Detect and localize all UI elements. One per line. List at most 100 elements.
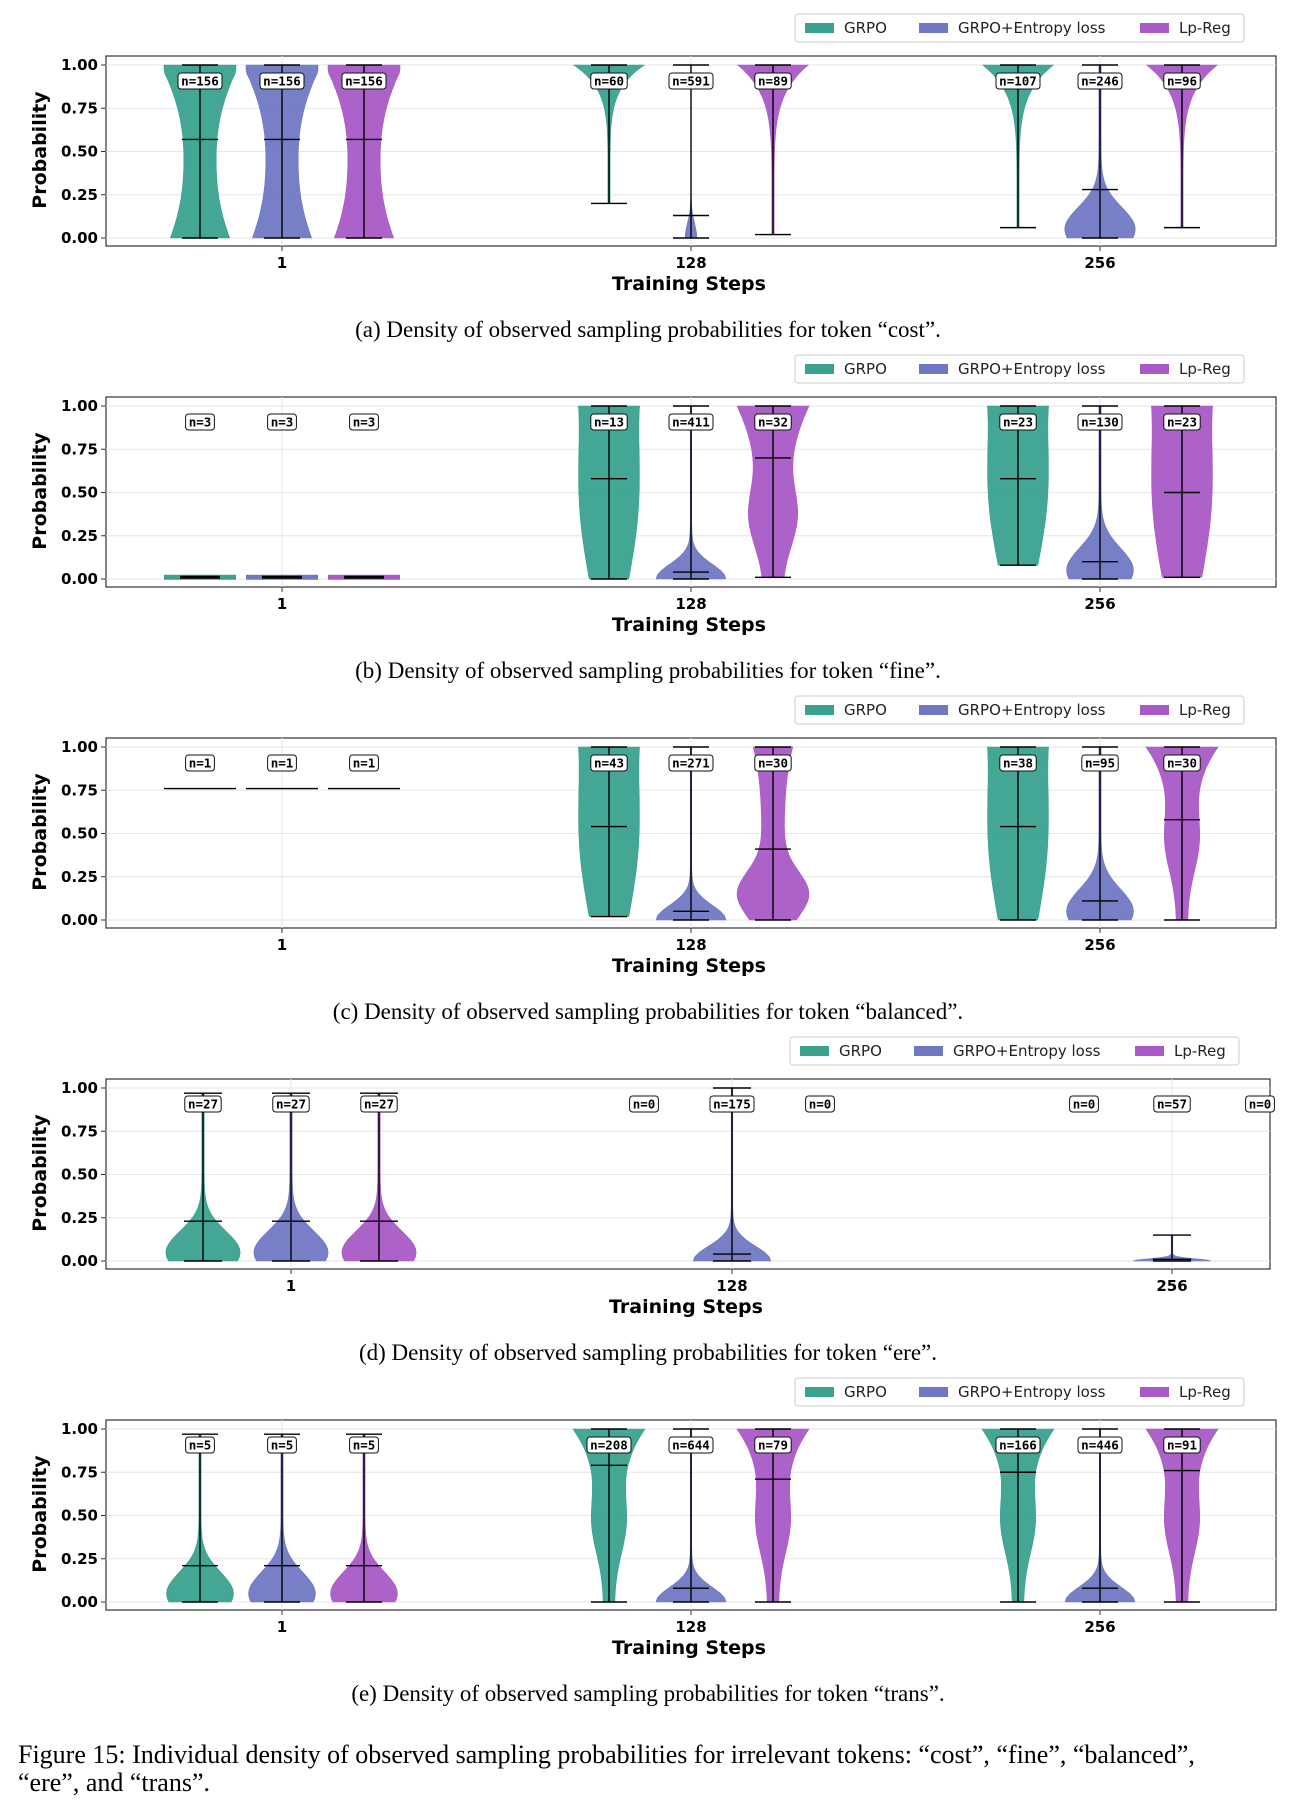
n-count-box (586, 1436, 632, 1454)
n-count-box (668, 413, 714, 431)
n-count-label: n=30 (758, 756, 788, 771)
violin-grpo-step-128: n=43 (578, 746, 640, 918)
n-count-label: n=60 (594, 74, 624, 89)
x-axis-label: Training Steps (612, 614, 766, 636)
y-tick-label: 0.50 (61, 1166, 98, 1184)
x-axis-label: Training Steps (612, 273, 766, 295)
legend-label-grpo: GRPO (839, 1042, 882, 1060)
n-count-box (995, 1436, 1041, 1454)
legend-swatch-grpo-entropy-loss (919, 364, 948, 374)
x-tick-label: 128 (716, 1277, 747, 1295)
legend-frame (794, 13, 1245, 43)
n-count-label: n=27 (188, 1097, 218, 1112)
y-tick-label: 1.00 (61, 56, 98, 74)
violin-grpo-entropy-loss-step-256: n=130 (1066, 405, 1134, 580)
y-tick-label: 0.25 (61, 186, 98, 204)
legend-label-grpo: GRPO (844, 1383, 887, 1401)
violin-grpo-entropy-loss-step-128: n=175 (692, 1087, 772, 1262)
violin-lp-reg-step-256: n=0 (1245, 1095, 1275, 1113)
n-count-label: n=246 (1081, 74, 1119, 89)
x-tick-label: 1 (277, 595, 287, 613)
violin-lp-reg-step-256: n=96 (1145, 64, 1219, 229)
legend-swatch-lp-reg (1140, 23, 1169, 33)
y-tick-label: 0.75 (61, 440, 98, 458)
y-tick-label: 1.00 (61, 738, 98, 756)
y-tick-label: 0.25 (61, 527, 98, 545)
x-tick-label: 1 (277, 936, 287, 954)
n-count-box (341, 72, 387, 90)
n-count-label: n=0 (1073, 1097, 1096, 1112)
violin-grpo-entropy-loss-step-128: n=644 (655, 1428, 727, 1603)
legend-swatch-lp-reg (1140, 1387, 1169, 1397)
violin-grpo-step-256: n=38 (987, 746, 1049, 921)
n-count-label: n=411 (672, 415, 710, 430)
n-count-label: n=3 (189, 415, 212, 430)
y-tick-label: 0.75 (61, 1122, 98, 1140)
x-tick-label: 1 (277, 254, 287, 272)
n-count-label: n=156 (263, 74, 301, 89)
x-tick-label: 128 (675, 254, 706, 272)
n-count-label: n=3 (271, 415, 294, 430)
n-count-box (995, 72, 1041, 90)
n-count-label: n=30 (1167, 756, 1197, 771)
violin-grpo-step-1: n=5 (166, 1433, 234, 1603)
violin-lp-reg-step-1: n=1 (328, 754, 400, 790)
legend-swatch-lp-reg (1140, 364, 1169, 374)
n-count-label: n=95 (1085, 756, 1115, 771)
n-count-label: n=5 (271, 1438, 294, 1453)
legend: GRPO GRPO+Entropy loss Lp-Reg (794, 354, 1245, 384)
legend-swatch-lp-reg (1140, 705, 1169, 715)
x-tick-label: 1 (286, 1277, 296, 1295)
legend: GRPO GRPO+Entropy loss Lp-Reg (794, 695, 1245, 725)
legend-frame (794, 354, 1245, 384)
violin-grpo-step-128: n=0 (629, 1095, 659, 1113)
n-count-box (349, 754, 379, 772)
legend-label-grpo-entropy-loss: GRPO+Entropy loss (958, 701, 1106, 719)
legend-swatch-grpo (805, 23, 834, 33)
n-count-box (1153, 1095, 1191, 1113)
violin-lp-reg-step-128: n=89 (736, 64, 810, 236)
violin-grpo-entropy-loss-step-1: n=27 (253, 1092, 329, 1262)
n-count-box (668, 754, 714, 772)
violin-lp-reg-step-256: n=91 (1145, 1428, 1219, 1603)
violin-lp-reg-step-128: n=79 (736, 1428, 810, 1603)
legend-frame (794, 1377, 1245, 1407)
n-count-label: n=208 (590, 1438, 628, 1453)
panel-caption: (c) Density of observed sampling probabi… (333, 999, 963, 1024)
violin-lp-reg-step-128: n=32 (736, 405, 810, 578)
n-count-label: n=32 (758, 415, 788, 430)
violin-grpo-step-128: n=13 (578, 405, 640, 580)
n-count-label: n=166 (999, 1438, 1037, 1453)
violin-grpo-step-1: n=3 (164, 413, 236, 580)
violin-grpo-entropy-loss-step-1: n=156 (245, 64, 319, 239)
legend-swatch-grpo (800, 1046, 829, 1056)
violin-lp-reg-step-1: n=27 (341, 1092, 417, 1262)
n-count-label: n=5 (189, 1438, 212, 1453)
n-count-box (349, 413, 379, 431)
n-count-box (590, 754, 628, 772)
violin-lp-reg-step-256: n=23 (1151, 405, 1213, 578)
violin-grpo-entropy-loss-step-256: n=95 (1066, 746, 1134, 921)
violin-grpo-step-256: n=23 (987, 405, 1049, 566)
violin-grpo-entropy-loss-step-256: n=446 (1064, 1428, 1136, 1603)
y-tick-label: 1.00 (61, 397, 98, 415)
violin-grpo-entropy-loss-step-128: n=411 (655, 405, 727, 580)
n-count-box (267, 413, 297, 431)
legend: GRPO GRPO+Entropy loss Lp-Reg (794, 13, 1245, 43)
n-count-box (1163, 72, 1201, 90)
violin-lp-reg-step-128: n=30 (736, 746, 810, 921)
x-tick-label: 128 (675, 936, 706, 954)
y-tick-label: 0.00 (61, 911, 98, 929)
violin-grpo-entropy-loss-step-128: n=591 (668, 64, 714, 239)
n-count-label: n=1 (189, 756, 212, 771)
panel-caption: (d) Density of observed sampling probabi… (359, 1340, 937, 1365)
n-count-box (185, 413, 215, 431)
n-count-box (272, 1095, 310, 1113)
violin-grpo-step-1: n=27 (165, 1092, 241, 1262)
n-count-box (629, 1095, 659, 1113)
n-count-label: n=96 (1167, 74, 1197, 89)
n-count-box (1163, 754, 1201, 772)
violin-grpo-entropy-loss-step-256: n=57 (1133, 1095, 1211, 1262)
chart-panel-d: 0.00 0.25 0.50 0.75 1.00 1 128 256 Training Step… (29, 1036, 1275, 1365)
